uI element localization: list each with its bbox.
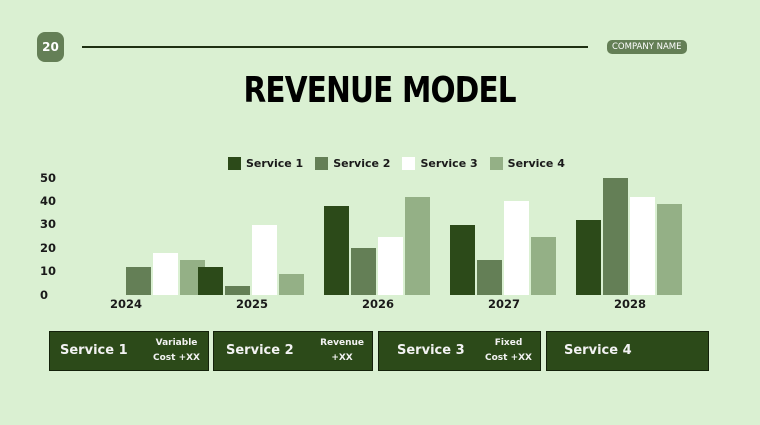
service-card-1: Service 1 Variable Cost +XX (49, 331, 209, 371)
bar-service-4-2026 (405, 196, 430, 295)
chart-legend: Service 1 Service 2 Service 3 Service 4 (228, 157, 577, 170)
page-number-badge: 20 (37, 32, 64, 62)
bar-service-3-2027 (504, 201, 529, 295)
bar-service-1-2027 (450, 224, 475, 295)
y-tick: 10 (40, 264, 57, 278)
bar-service-4-2028 (657, 203, 682, 295)
card-note: Revenue +XX (320, 336, 364, 366)
legend-item-service-4: Service 4 (489, 157, 565, 170)
bar-group-2024 (99, 178, 207, 295)
legend-label: Service 3 (420, 157, 478, 170)
x-tick-label: 2026 (361, 297, 394, 311)
legend-item-service-3: Service 3 (402, 157, 478, 170)
bar-service-1-2026 (324, 206, 349, 295)
card-note-line: Variable (155, 338, 198, 348)
card-note: Variable Cost +XX (153, 336, 200, 366)
card-title: Service 2 (226, 343, 294, 358)
legend-swatch-service-2 (315, 157, 329, 170)
x-tick-label: 2024 (109, 297, 142, 311)
x-tick-label: 2028 (613, 297, 646, 311)
card-note: Fixed Cost +XX (485, 336, 532, 366)
legend-swatch-service-1 (228, 157, 241, 170)
y-tick: 0 (40, 288, 49, 302)
bar-service-3-2026 (378, 236, 403, 295)
bar-service-3-2024 (153, 252, 178, 295)
service-card-2: Service 2 Revenue +XX (213, 331, 373, 371)
card-note-line: +XX (331, 353, 353, 363)
header-divider (82, 46, 588, 48)
bar-group-2025 (198, 178, 306, 295)
bar-service-2-2028 (603, 178, 628, 295)
x-tick-label: 2027 (487, 297, 520, 311)
company-name-pill: COMPANY NAME (607, 40, 687, 54)
bar-group-2026 (324, 178, 432, 295)
bar-service-2-2026 (351, 248, 376, 295)
bar-group-2028 (576, 178, 684, 295)
bar-service-1-2028 (576, 220, 601, 295)
bar-service-4-2025 (279, 273, 304, 295)
service-card-4: Service 4 (546, 331, 709, 371)
legend-swatch-service-3 (402, 157, 416, 170)
card-title: Service 3 (397, 343, 465, 358)
slide-title: REVENUE MODEL (243, 70, 516, 111)
bar-group-2027 (450, 178, 558, 295)
bar-service-3-2025 (252, 224, 277, 295)
y-tick: 40 (40, 194, 57, 208)
legend-label: Service 4 (507, 157, 565, 170)
legend-item-service-2: Service 2 (315, 157, 390, 170)
legend-swatch-service-4 (489, 157, 503, 170)
bar-service-4-2027 (531, 236, 556, 295)
y-tick: 30 (40, 217, 57, 231)
card-note-line: Revenue (320, 338, 364, 348)
card-title: Service 1 (60, 343, 128, 358)
legend-label: Service 2 (333, 157, 391, 170)
bar-service-2-2025 (225, 285, 250, 295)
bar-service-2-2024 (126, 266, 151, 295)
card-note-line: Fixed (494, 338, 523, 348)
card-note-line: Cost +XX (153, 353, 200, 363)
bar-service-3-2028 (630, 196, 655, 295)
y-tick: 50 (40, 171, 57, 185)
legend-item-service-1: Service 1 (228, 157, 303, 170)
card-title: Service 4 (564, 343, 632, 358)
bar-service-2-2027 (477, 259, 502, 295)
card-note-line: Cost +XX (485, 353, 532, 363)
service-card-3: Service 3 Fixed Cost +XX (378, 331, 541, 371)
x-tick-label: 2025 (235, 297, 268, 311)
bar-chart-plot-area (99, 178, 689, 295)
y-tick: 20 (40, 241, 57, 255)
legend-label: Service 1 (246, 157, 304, 170)
bar-service-1-2025 (198, 266, 223, 295)
